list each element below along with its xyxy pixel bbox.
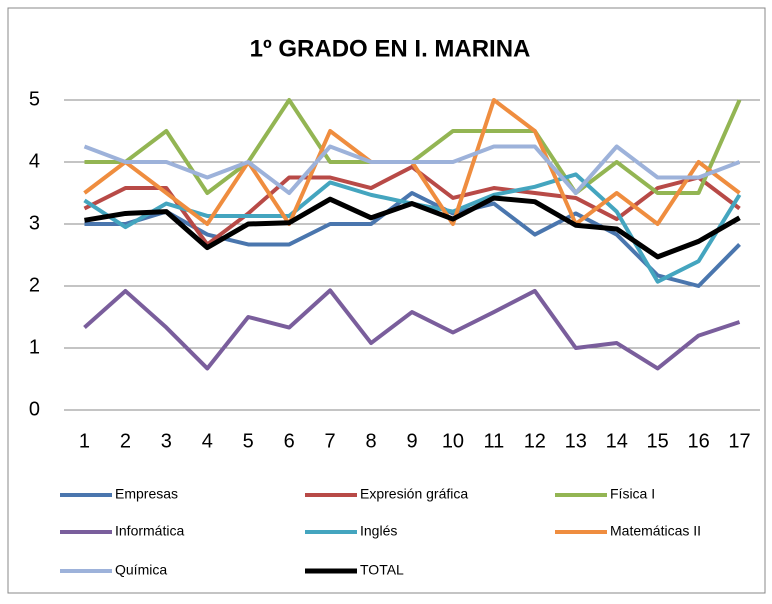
x-tick-label: 1 [79,430,90,452]
y-tick-label: 5 [29,88,40,110]
legend-label: Expresión gráfica [360,486,468,502]
x-tick-label: 14 [606,430,628,452]
x-tick-label: 9 [406,430,417,452]
x-tick-label: 4 [202,430,213,452]
legend-label: Empresas [115,486,178,502]
legend-label: TOTAL [360,562,404,578]
y-tick-label: 0 [29,398,40,420]
x-tick-label: 7 [325,430,336,452]
x-tick-label: 11 [483,430,504,452]
series-line [83,288,741,371]
legend-label: Química [115,562,167,578]
legend-label: Matemáticas II [610,523,701,539]
legend-label: Inglés [360,523,397,539]
y-tick-label: 1 [29,336,40,358]
x-tick-label: 12 [524,430,546,452]
x-tick-label: 10 [442,430,464,452]
legend-label: Informática [115,523,184,539]
x-tick-label: 13 [565,430,587,452]
series-line [84,195,741,260]
x-tick-label: 17 [728,430,750,452]
x-tick-label: 5 [243,430,254,452]
y-tick-label: 3 [29,212,40,234]
x-tick-label: 2 [120,430,131,452]
x-tick-label: 3 [161,430,172,452]
x-tick-label: 15 [647,430,669,452]
chart-title: 1º GRADO EN I. MARINA [250,35,531,62]
y-tick-label: 4 [29,150,40,172]
x-tick-label: 16 [687,430,709,452]
series-line [83,164,741,247]
x-tick-label: 8 [365,430,376,452]
y-tick-label: 2 [29,274,40,296]
chart-border [7,7,766,594]
x-tick-label: 6 [284,430,295,452]
legend-label: Física I [610,486,655,502]
series-line [83,144,741,195]
